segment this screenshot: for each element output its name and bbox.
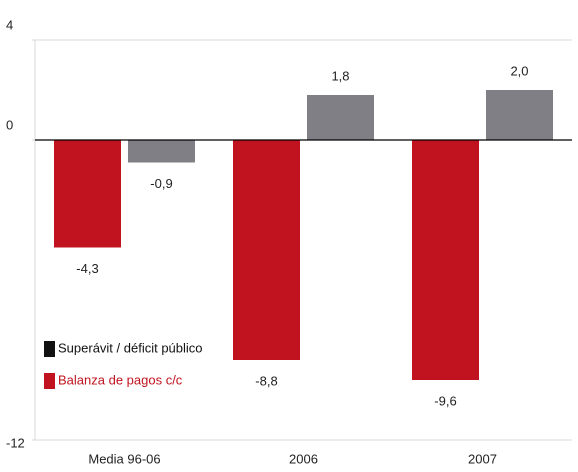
y-tick-label: 4 bbox=[6, 17, 13, 32]
y-tick-label: -12 bbox=[6, 435, 25, 450]
bar bbox=[307, 95, 374, 140]
bar bbox=[128, 140, 195, 163]
bar bbox=[486, 90, 553, 140]
legend-label: Superávit / déficit público bbox=[58, 340, 203, 355]
value-label: 1,8 bbox=[331, 68, 349, 83]
value-label: -4,3 bbox=[76, 261, 98, 276]
x-tick-label: 2006 bbox=[289, 451, 318, 466]
bar bbox=[412, 140, 479, 380]
x-tick-label: Media 96-06 bbox=[88, 451, 160, 466]
value-label: -8,8 bbox=[255, 373, 277, 388]
value-label: -0,9 bbox=[150, 176, 172, 191]
bar bbox=[233, 140, 300, 360]
bar bbox=[54, 140, 121, 248]
y-tick-label: 0 bbox=[6, 117, 13, 132]
legend-label: Balanza de pagos c/c bbox=[58, 372, 183, 387]
value-label: 2,0 bbox=[510, 63, 528, 78]
value-label: -9,6 bbox=[434, 393, 456, 408]
legend-swatch bbox=[44, 341, 55, 357]
x-tick-label: 2007 bbox=[468, 451, 497, 466]
legend-swatch bbox=[44, 373, 55, 389]
